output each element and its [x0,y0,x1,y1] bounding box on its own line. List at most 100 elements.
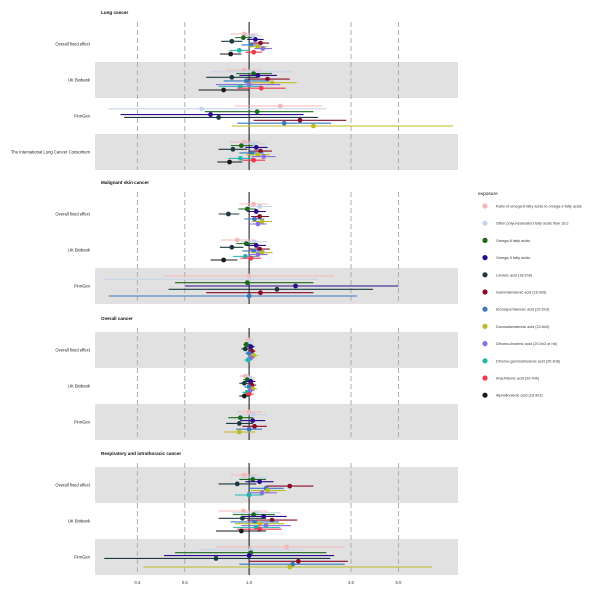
estimate-point [248,255,254,261]
estimate-point [236,47,242,53]
estimate-point [257,246,263,252]
estimate-point [248,379,254,384]
estimate-point [250,477,256,482]
estimate-point [246,384,252,390]
estimate-point [244,280,250,286]
estimate-point [246,426,252,432]
estimate-point [208,112,213,117]
legend-label: Arachidonic acid (20:4n6) [496,377,540,381]
legend-label: Omega-3 fatty acids [496,256,530,260]
row-label: UK Biobank [68,248,91,253]
legend-swatch [482,237,488,243]
estimate-point [259,219,265,224]
estimate-point [247,339,253,345]
estimate-point [277,103,283,109]
estimate-point [238,143,244,149]
estimate-point [255,44,261,50]
estimate-point [265,76,270,82]
estimate-point [260,46,266,51]
estimate-point [255,252,261,257]
estimate-point [246,492,252,498]
estimate-point [241,31,247,37]
legend-swatch [482,220,488,226]
estimate-point [234,481,240,487]
row-band [95,332,458,368]
estimate-point [287,483,293,489]
legend-label: Alphalinolenic acid (18:3n3) [496,394,543,398]
estimate-point [251,49,257,55]
legend-swatch [482,306,488,312]
estimate-point [250,418,256,423]
estimate-point [237,415,243,421]
legend-swatch [482,323,488,329]
estimate-point [287,564,293,570]
estimate-point [258,148,263,154]
estimate-point [234,237,240,243]
estimate-point [229,244,235,250]
estimate-point [228,51,234,57]
estimate-point [251,248,257,254]
panel-title: Respiratory and intrathoracic cancer [101,451,181,456]
x-tick-label: 1.0 [246,580,252,585]
legend-label: Gammalinolenic acid (18:3n6) [496,291,547,295]
row-band [95,539,458,575]
x-tick-label: 3.0 [348,580,354,585]
estimate-point [242,346,248,352]
row-label: FinnGen [74,555,91,560]
estimate-point [257,479,263,485]
estimate-point [252,37,258,42]
estimate-point [236,429,242,435]
estimate-point [241,67,247,73]
legend-label: Ratio of omega-6 fatty acids to omega-3 … [496,205,582,209]
row-label: Overall fixed effect [55,483,90,488]
panel-title: Overall cancer [101,316,133,321]
row-band [95,134,458,170]
estimate-point [216,115,222,120]
row-label: Overall fixed effect [55,42,90,47]
estimate-point [241,380,247,386]
estimate-point [241,139,247,145]
estimate-point [246,82,252,87]
estimate-point [269,517,275,523]
legend-title: exposure [478,191,498,197]
x-tick-label: 0.3 [134,580,140,585]
estimate-point [243,342,249,347]
estimate-point [244,206,250,212]
estimate-point [253,209,259,214]
legend-swatch [482,203,488,209]
estimate-point [225,211,231,217]
estimate-point [274,286,280,292]
estimate-point [244,377,250,383]
row-band [95,404,458,440]
estimate-point [269,80,275,86]
estimate-point [241,472,247,478]
legend-label: Docosahexaenoic acid (22:6n3) [496,325,550,329]
estimate-point [252,519,257,525]
estimate-point [255,221,261,227]
estimate-point [261,514,267,519]
legend-swatch [482,272,488,278]
estimate-point [284,544,290,550]
estimate-point [246,293,252,299]
row-label: FinnGen [74,284,91,289]
legend-swatch [482,358,488,364]
estimate-point [255,73,261,78]
estimate-point [290,561,296,567]
estimate-point [227,159,232,165]
estimate-point [245,357,251,363]
estimate-point [221,87,227,93]
row-label: Overall fixed effect [55,212,90,217]
estimate-point [295,558,301,564]
row-label: FinnGen [74,114,91,119]
estimate-point [246,553,252,558]
estimate-point [230,146,236,152]
estimate-point [251,201,257,207]
row-label: UK Biobank [68,519,91,524]
legend-label: Linoleic acid (18:2n6) [496,273,533,277]
estimate-point [248,344,254,350]
estimate-point [221,257,227,263]
estimate-point [243,241,249,247]
row-band [95,467,458,503]
